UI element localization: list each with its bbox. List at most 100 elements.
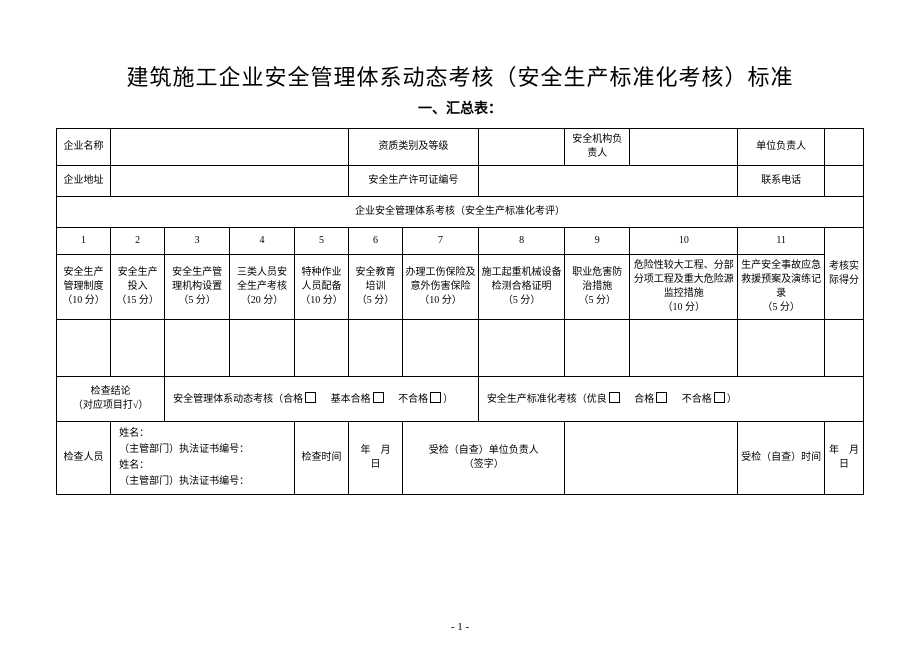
col-desc-10: 危险性较大工程、分部分项工程及重大危险源监控措施 （10 分） [630, 255, 738, 320]
value-address [111, 166, 349, 197]
col-score-3: （5 分） [178, 295, 216, 306]
col-title-5: 特种作业人员配备 [301, 267, 341, 292]
data-cell-2 [111, 320, 165, 377]
concl-close1: ） [443, 394, 453, 405]
value-safety-head [630, 129, 738, 166]
concl-right-pre: 安全生产标准化考核（优良 [487, 394, 607, 405]
checkbox-icon [656, 392, 667, 403]
inspected-time-label: 受检（自查）时间 [738, 422, 825, 495]
data-cell-6 [349, 320, 403, 377]
col-title-8: 施工起重机械设备检测合格证明 [482, 267, 562, 292]
col-num-6: 6 [349, 228, 403, 255]
col-desc-8: 施工起重机械设备检测合格证明 （5 分） [478, 255, 565, 320]
section-header-row: 企业安全管理体系考核（安全生产标准化考评） [57, 197, 864, 228]
conclusion-standard: 安全生产标准化考核（优良 合格 不合格 ） [478, 377, 863, 422]
data-cell-7 [403, 320, 479, 377]
col-title-9: 职业危害防治措施 [572, 267, 622, 292]
label-address: 企业地址 [57, 166, 111, 197]
checkbox-icon [373, 392, 384, 403]
page-title: 建筑施工企业安全管理体系动态考核（安全生产标准化考核）标准 [56, 60, 864, 92]
col-desc-2: 安全生产投入 （15 分） [111, 255, 165, 320]
col-title-11: 生产安全事故应急救援预案及演练记录 [741, 260, 821, 299]
data-cell-11 [738, 320, 825, 377]
check-time-label: 检查时间 [294, 422, 348, 495]
data-cell-1 [57, 320, 111, 377]
data-row [57, 320, 864, 377]
section-header: 企业安全管理体系考核（安全生产标准化考评） [57, 197, 864, 228]
col-num-2: 2 [111, 228, 165, 255]
label-phone: 联系电话 [738, 166, 825, 197]
col-score-8: （5 分） [503, 295, 541, 306]
data-cell-4 [230, 320, 295, 377]
col-num-8: 8 [478, 228, 565, 255]
col-title-3: 安全生产管理机构设置 [172, 267, 222, 292]
checkbox-icon [305, 392, 316, 403]
checkbox-icon [609, 392, 620, 403]
header-row-2: 企业地址 安全生产许可证编号 联系电话 [57, 166, 864, 197]
inspected-unit-value [565, 422, 738, 495]
data-cell-score [824, 320, 863, 377]
concl-left-pre: 安全管理体系动态考核（合格 [173, 394, 303, 405]
value-unit-head [824, 129, 863, 166]
col-score-11: （5 分） [762, 302, 800, 313]
col-actual-score: 考核实际得分 [824, 228, 863, 320]
label-qualification: 资质类别及等级 [349, 129, 479, 166]
concl-close2: ） [727, 394, 737, 405]
check-time-value: 年 月 日 [349, 422, 403, 495]
data-cell-5 [294, 320, 348, 377]
col-num-7: 7 [403, 228, 479, 255]
col-score-6: （5 分） [357, 295, 395, 306]
col-title-2: 安全生产投入 [118, 267, 158, 292]
checkbox-icon [430, 392, 441, 403]
label-safety-head: 安全机构负责人 [565, 129, 630, 166]
col-num-11: 11 [738, 228, 825, 255]
col-desc-7: 办理工伤保险及意外伤害保险 （10 分） [403, 255, 479, 320]
col-title-4: 三类人员安全生产考核 [237, 267, 287, 292]
inspector-names: 姓名： （主管部门）执法证书编号： 姓名： （主管部门）执法证书编号： [111, 422, 295, 495]
label-license-no: 安全生产许可证编号 [349, 166, 479, 197]
col-score-5: （10 分） [300, 295, 343, 306]
data-cell-10 [630, 320, 738, 377]
col-num-9: 9 [565, 228, 630, 255]
col-desc-11: 生产安全事故应急救援预案及演练记录 （5 分） [738, 255, 825, 320]
col-title-1: 安全生产管理制度 [64, 267, 104, 292]
data-cell-8 [478, 320, 565, 377]
col-score-4: （20 分） [241, 295, 284, 306]
col-title-10: 危险性较大工程、分部分项工程及重大危险源监控措施 [634, 260, 734, 299]
col-desc-6: 安全教育培训（5 分） [349, 255, 403, 320]
conclusion-label: 检查结论 （对应项目打√） [57, 377, 165, 422]
inspector-label: 检查人员 [57, 422, 111, 495]
col-score-1: （10 分） [62, 295, 105, 306]
document-page: 建筑施工企业安全管理体系动态考核（安全生产标准化考核）标准 一、汇总表： 企业名… [0, 0, 920, 651]
value-phone [824, 166, 863, 197]
data-cell-9 [565, 320, 630, 377]
summary-table: 企业名称 资质类别及等级 安全机构负责人 单位负责人 企业地址 安全生产许可证编… [56, 128, 864, 495]
col-score-9: （5 分） [579, 295, 617, 306]
col-score-10: （10 分） [663, 302, 706, 313]
col-num-1: 1 [57, 228, 111, 255]
conclusion-dynamic: 安全管理体系动态考核（合格 基本合格 不合格 ） [165, 377, 479, 422]
concl-rmid2: 不合格 [672, 394, 712, 405]
value-company-name [111, 129, 349, 166]
col-num-4: 4 [230, 228, 295, 255]
page-subtitle: 一、汇总表： [56, 98, 864, 118]
col-title-7: 办理工伤保险及意外伤害保险 [405, 267, 475, 292]
col-score-7: （10 分） [419, 295, 462, 306]
col-desc-4: 三类人员安全生产考核 （20 分） [230, 255, 295, 320]
header-row-1: 企业名称 资质类别及等级 安全机构负责人 单位负责人 [57, 129, 864, 166]
value-qualification [478, 129, 565, 166]
concl-mid1: 基本合格 [321, 394, 371, 405]
col-num-3: 3 [165, 228, 230, 255]
inspected-unit-label: 受检（自查）单位负责人 （签字） [403, 422, 565, 495]
description-row: 安全生产管理制度 （10 分） 安全生产投入 （15 分） 安全生产管理机构设置 （5… [57, 255, 864, 320]
col-desc-9: 职业危害防治措施 （5 分） [565, 255, 630, 320]
concl-mid2: 不合格 [388, 394, 428, 405]
concl-rmid1: 合格 [624, 394, 654, 405]
data-cell-3 [165, 320, 230, 377]
col-num-5: 5 [294, 228, 348, 255]
inspected-time-value: 年 月 日 [824, 422, 863, 495]
checkbox-icon [714, 392, 725, 403]
label-unit-head: 单位负责人 [738, 129, 825, 166]
label-company-name: 企业名称 [57, 129, 111, 166]
col-score-2: （15 分） [116, 295, 159, 306]
